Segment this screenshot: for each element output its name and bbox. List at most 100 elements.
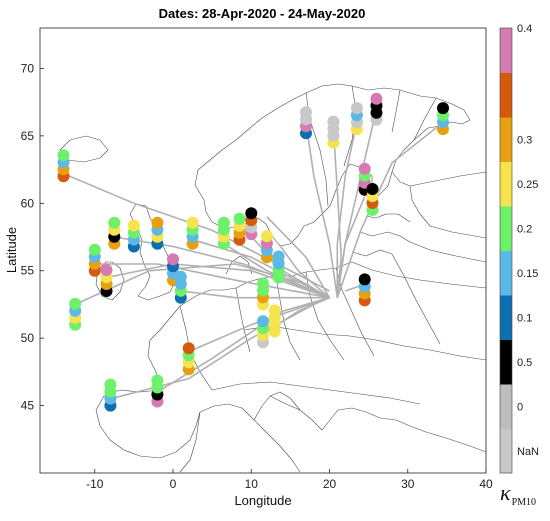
marker-dot	[217, 216, 230, 229]
x-axis-title: Longitude	[234, 493, 291, 508]
y-tick-label: 45	[21, 399, 35, 413]
colorbar: NaN 0 0.5 0.1 0.15 0.2 0.25 0.3 0.4	[499, 23, 539, 474]
marker-dot	[151, 374, 164, 387]
marker-dot	[174, 270, 187, 283]
colorbar-tick-label: 0.4	[517, 23, 532, 35]
marker-dot	[366, 183, 379, 195]
marker-dot	[88, 243, 101, 256]
y-axis-title: Latitude	[4, 227, 19, 273]
station-marker	[182, 342, 195, 376]
y-tick-label: 50	[21, 331, 35, 345]
trajectory-line	[188, 296, 330, 353]
marker-dot	[69, 297, 82, 310]
station-marker	[57, 149, 70, 183]
station-marker	[260, 230, 273, 264]
marker-dot	[233, 212, 246, 225]
x-tick-layer: -10 0 10 20 30 40	[86, 469, 493, 491]
trajectory-line	[336, 196, 366, 298]
trajectory-line	[223, 243, 330, 299]
y-tick-label: 55	[21, 264, 35, 278]
marker-dot	[272, 250, 285, 263]
colorbar-tick-label: 0.3	[517, 134, 532, 146]
colorbar-segment	[500, 72, 512, 118]
marker-dot	[300, 106, 312, 119]
colorbar-tick-label: 0.25	[517, 179, 538, 191]
y-tick-label: 65	[21, 129, 35, 143]
colorbar-tick-label: 0.5	[517, 357, 532, 369]
colorbar-tick-label: 0	[517, 401, 523, 413]
x-tick-label: 40	[479, 477, 493, 491]
colorbar-label: κPM10	[500, 480, 536, 508]
station-marker	[104, 378, 117, 412]
marker-dot	[108, 216, 121, 229]
colorbar-segment	[500, 161, 512, 207]
station-marker	[245, 207, 258, 241]
trajectory-line	[94, 263, 330, 299]
colorbar-segment	[500, 28, 512, 73]
station-marker	[100, 264, 113, 297]
station-marker	[127, 219, 140, 253]
marker-dot	[100, 264, 113, 276]
station-marker	[350, 102, 363, 136]
trajectory-line	[266, 216, 331, 299]
station-marker	[108, 216, 121, 250]
colorbar-segment	[500, 428, 512, 474]
trajectory-line	[114, 236, 330, 299]
marker-dot	[370, 92, 383, 105]
chart-title: Dates: 28-Apr-2020 - 24-May-2020	[159, 6, 366, 21]
marker-dot	[257, 277, 269, 290]
station-marker	[186, 216, 199, 250]
station-marker	[257, 277, 269, 311]
x-tick-label: -10	[86, 477, 104, 491]
marker-dot	[182, 342, 195, 355]
station-marker	[366, 183, 379, 216]
station-marker	[151, 216, 164, 250]
colorbar-segment	[500, 295, 512, 340]
station-marker	[268, 304, 281, 338]
marker-dot	[350, 102, 363, 115]
x-tick-label: 20	[323, 477, 337, 491]
x-tick-label: 30	[401, 477, 415, 491]
station-marker	[88, 243, 101, 277]
marker-dot	[327, 115, 340, 128]
station-marker	[370, 92, 383, 126]
marker-dot	[257, 315, 269, 328]
station-marker	[272, 250, 285, 284]
station-marker	[151, 374, 164, 408]
colorbar-segment	[500, 339, 512, 385]
trajectory-line	[156, 296, 330, 393]
station-marker-layer	[57, 92, 449, 412]
trajectory-line	[106, 263, 330, 299]
x-tick-label: 10	[245, 477, 259, 491]
marker-dot	[151, 216, 164, 229]
station-marker	[437, 102, 449, 136]
trajectory-line	[63, 172, 330, 292]
colorbar-tick-label: 0.15	[517, 268, 538, 280]
marker-dot	[245, 207, 258, 220]
marker-dot	[167, 253, 179, 266]
marker-dot	[437, 102, 449, 115]
colorbar-segment	[500, 384, 512, 429]
colorbar-segment	[500, 206, 512, 251]
station-marker	[217, 216, 230, 250]
marker-dot	[186, 216, 199, 229]
y-tick-label: 60	[21, 196, 35, 210]
trajectory-line	[192, 238, 330, 299]
marker-dot	[104, 378, 117, 391]
station-marker	[327, 115, 340, 149]
station-marker	[257, 315, 269, 349]
marker-dot	[268, 304, 281, 317]
colorbar-tick-label: NaN	[517, 446, 539, 458]
station-marker	[174, 270, 187, 304]
station-marker	[358, 273, 371, 307]
marker-dot	[260, 230, 273, 243]
y-tick-layer: 45 50 55 60 65 70	[21, 61, 44, 413]
trajectory-line	[336, 122, 358, 298]
station-marker	[69, 297, 82, 331]
station-marker	[300, 106, 312, 140]
marker-dot	[127, 219, 140, 232]
y-tick-label: 70	[21, 61, 35, 75]
colorbar-tick-label: 0.1	[517, 312, 532, 324]
trajectory-line	[277, 243, 331, 299]
